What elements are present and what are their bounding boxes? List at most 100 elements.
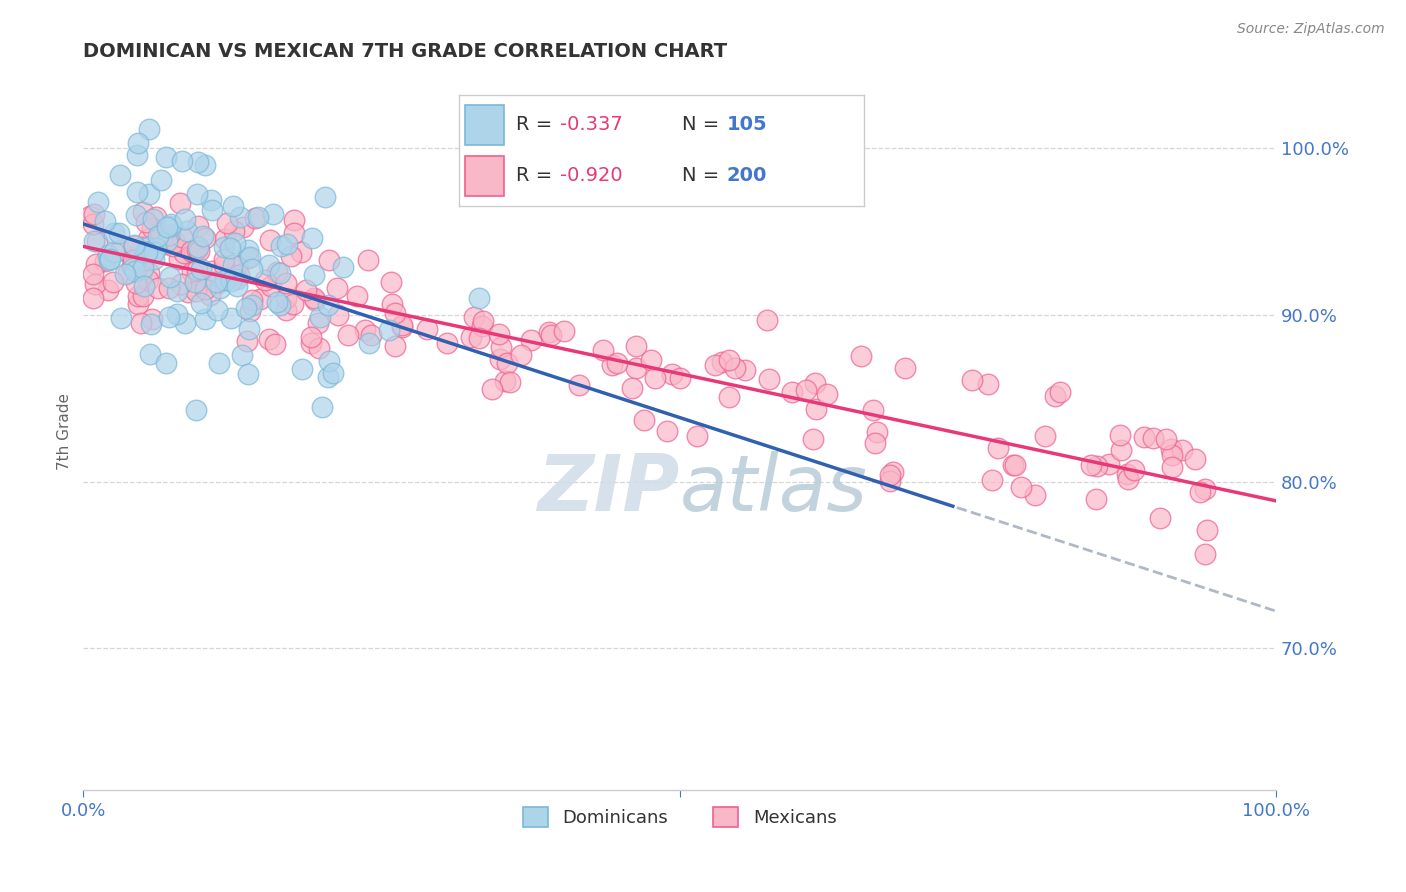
Point — [894, 360, 917, 375]
Point — [882, 465, 904, 479]
Point — [644, 371, 666, 385]
Point — [540, 327, 562, 342]
Point — [380, 275, 402, 289]
Point — [384, 339, 406, 353]
Point — [122, 261, 145, 276]
Point — [139, 347, 162, 361]
Point — [224, 236, 246, 251]
Point — [322, 366, 344, 380]
Point — [866, 425, 889, 440]
Point — [146, 229, 169, 244]
Point — [468, 331, 491, 345]
Point — [299, 335, 322, 350]
Point — [157, 281, 180, 295]
Point — [191, 228, 214, 243]
Point — [266, 295, 288, 310]
Point — [247, 210, 270, 224]
Point — [803, 432, 825, 446]
Point — [1171, 442, 1194, 457]
Point — [219, 310, 242, 325]
Point — [172, 154, 194, 169]
Point — [173, 245, 195, 260]
Point — [862, 403, 884, 417]
Point — [717, 391, 740, 405]
Point — [510, 348, 533, 362]
Point — [235, 301, 257, 316]
Point — [145, 210, 167, 224]
Point — [384, 306, 406, 320]
Point — [205, 277, 228, 291]
Point — [82, 267, 104, 281]
Point — [304, 293, 326, 307]
Point — [640, 353, 662, 368]
Legend: Dominicans, Mexicans: Dominicans, Mexicans — [516, 799, 844, 835]
Point — [236, 243, 259, 257]
Point — [222, 258, 245, 272]
Point — [1133, 430, 1156, 444]
Point — [159, 310, 181, 324]
Point — [592, 343, 614, 357]
Point — [316, 370, 339, 384]
Point — [1109, 427, 1132, 442]
Point — [170, 277, 193, 291]
Point — [332, 260, 354, 274]
Point — [86, 234, 108, 248]
Point — [141, 221, 163, 235]
Point — [981, 473, 1004, 487]
Point — [212, 252, 235, 266]
Point — [125, 148, 148, 162]
Point — [184, 284, 207, 298]
Point — [626, 361, 648, 376]
Point — [1097, 457, 1119, 471]
Point — [79, 210, 101, 224]
Point — [209, 281, 232, 295]
Point — [180, 244, 202, 258]
Point — [231, 348, 253, 362]
Point — [704, 358, 727, 372]
Point — [132, 289, 155, 303]
Point — [326, 308, 349, 322]
Point — [1087, 458, 1109, 473]
Point — [254, 273, 277, 287]
Point — [357, 252, 380, 267]
Point — [139, 317, 162, 331]
Point — [156, 220, 179, 235]
Point — [1154, 432, 1177, 446]
Point — [200, 287, 222, 301]
Point — [186, 402, 208, 417]
Point — [82, 218, 104, 232]
Point — [117, 266, 139, 280]
Point — [194, 312, 217, 326]
Point — [391, 319, 413, 334]
Point — [498, 375, 520, 389]
Point — [307, 316, 329, 330]
Point — [633, 413, 655, 427]
Point — [187, 155, 209, 169]
Point — [1004, 458, 1026, 472]
Point — [224, 224, 246, 238]
Point — [460, 330, 482, 344]
Point — [169, 196, 191, 211]
Point — [661, 367, 683, 381]
Point — [318, 354, 340, 368]
Point — [606, 356, 628, 370]
Point — [135, 215, 157, 229]
Point — [804, 376, 827, 390]
Point — [132, 260, 155, 275]
Point — [186, 243, 208, 257]
Point — [141, 311, 163, 326]
Point — [97, 248, 120, 262]
Point — [977, 376, 1000, 391]
Point — [226, 278, 249, 293]
Point — [381, 297, 404, 311]
Point — [494, 374, 516, 388]
Point — [337, 328, 360, 343]
Point — [264, 336, 287, 351]
Point — [240, 293, 263, 307]
Point — [302, 268, 325, 283]
Point — [103, 227, 125, 241]
Point — [325, 281, 347, 295]
Point — [357, 335, 380, 350]
Point — [150, 173, 173, 187]
Point — [194, 158, 217, 172]
